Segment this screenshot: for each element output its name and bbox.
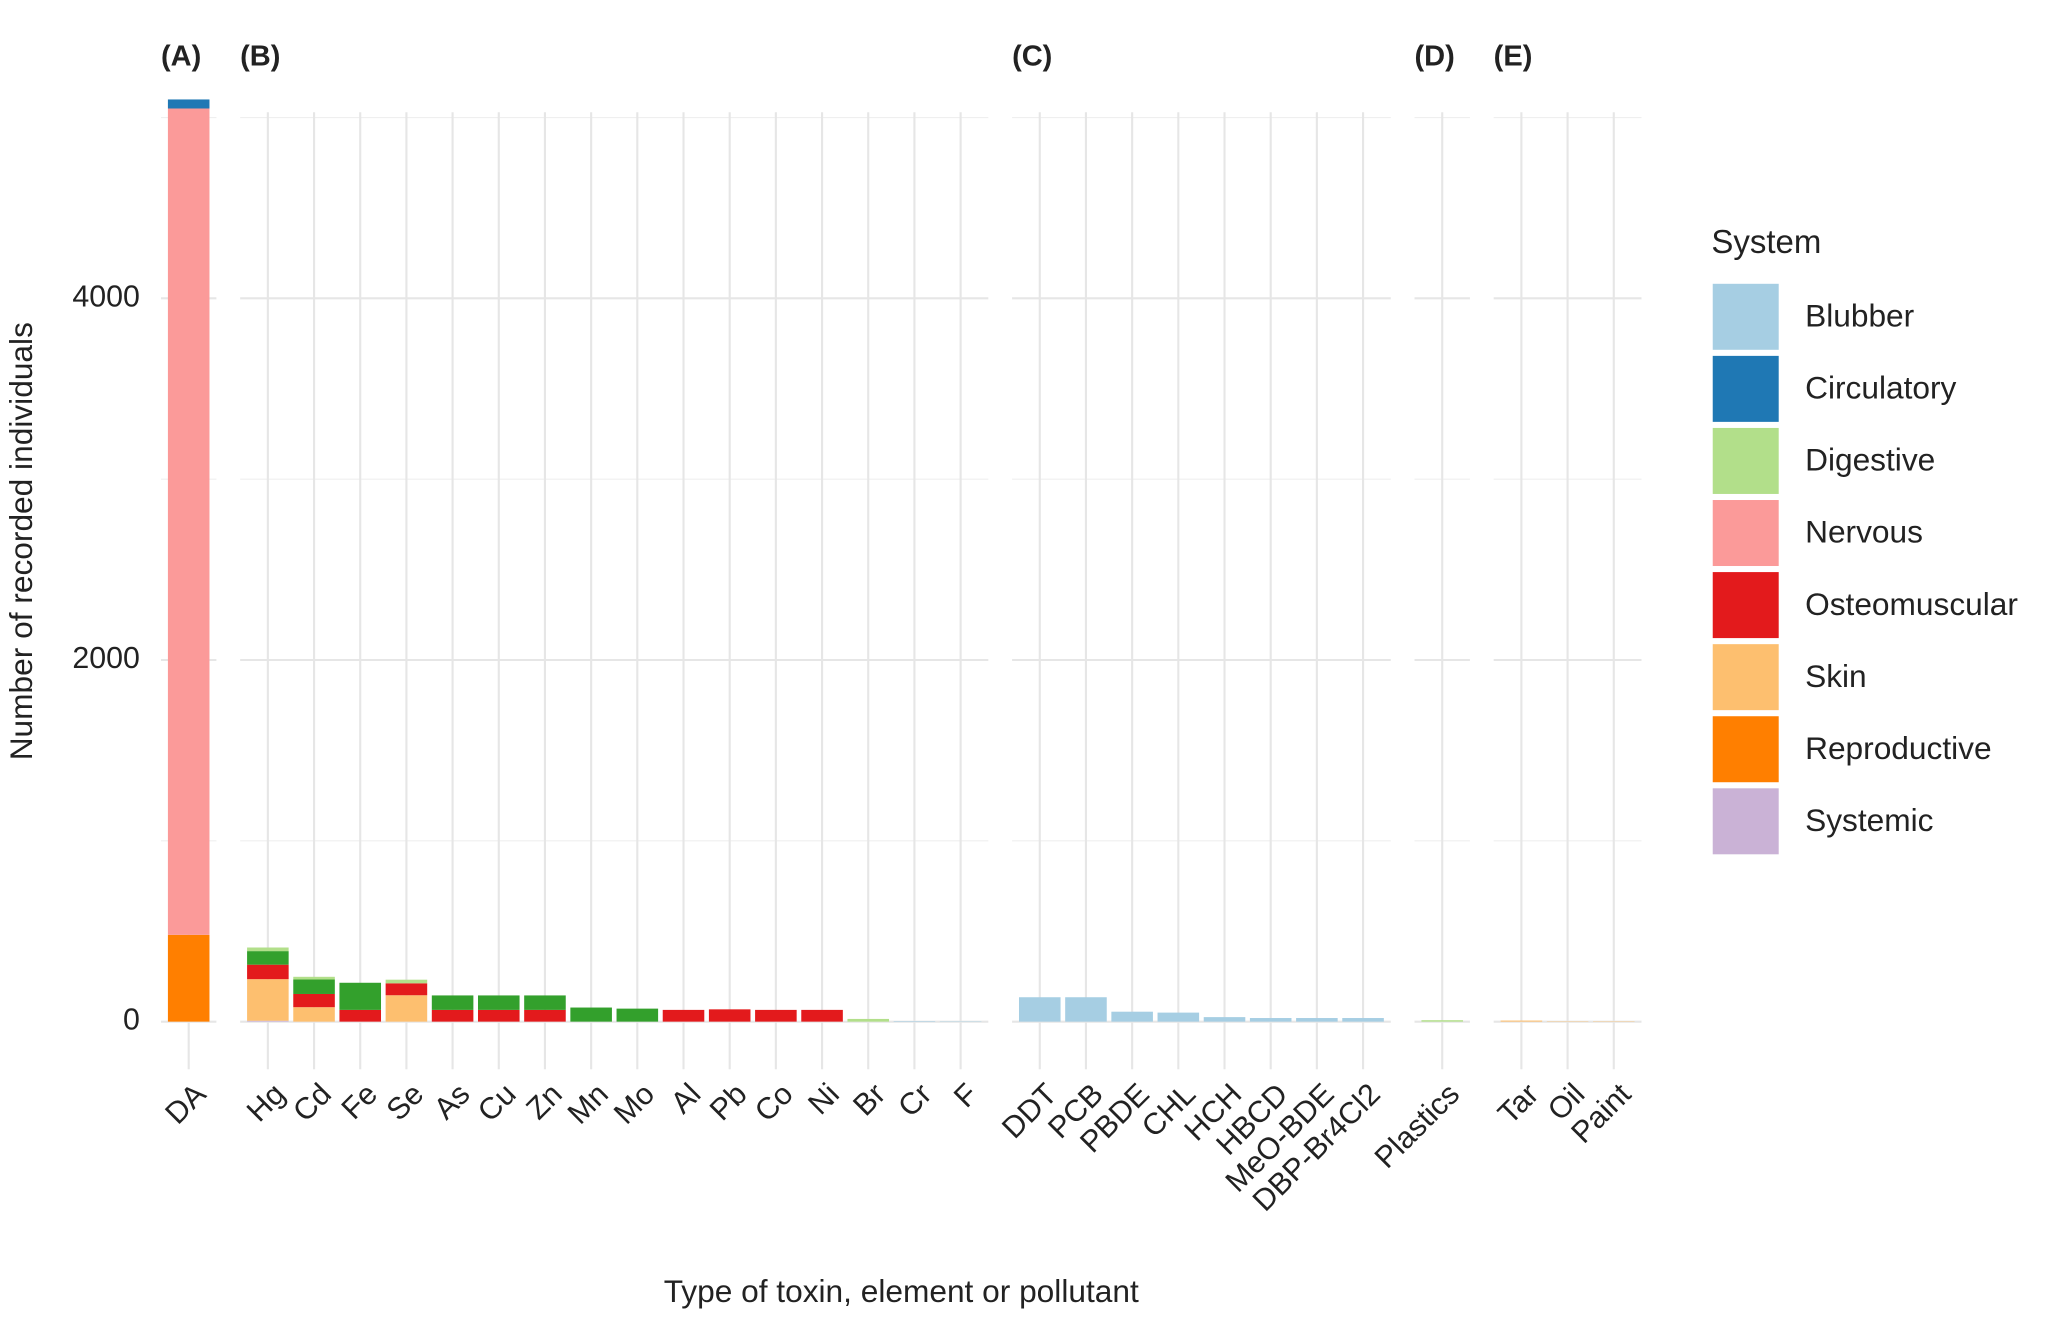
x-tick-label: Co <box>749 1078 800 1129</box>
bar-segment <box>1500 1020 1543 1022</box>
x-tick-label: Mo <box>608 1078 661 1131</box>
bar-segment <box>247 1020 289 1022</box>
bar-segment <box>293 976 335 980</box>
bar-segment <box>893 1021 936 1022</box>
bar-segment <box>755 1009 797 1022</box>
legend-swatch <box>1712 355 1779 422</box>
legend-label: Reproductive <box>1805 730 1991 766</box>
bar-segment <box>1342 1018 1384 1022</box>
panel-title: (E) <box>1494 41 1533 73</box>
bar-segment <box>1065 997 1107 1022</box>
bar-segment <box>167 934 210 1022</box>
bar-segment <box>339 982 382 1010</box>
legend-swatch <box>1712 283 1779 350</box>
bar-segment <box>247 964 289 980</box>
x-tick-label: Plastics <box>1369 1078 1466 1175</box>
legend-label: Osteomuscular <box>1805 586 2018 622</box>
x-tick-label: Tar <box>1492 1078 1545 1131</box>
bar-segment <box>570 1007 612 1022</box>
x-tick-label: Fe <box>336 1078 384 1126</box>
bar-segment <box>167 99 210 109</box>
bar-segment <box>293 1007 335 1022</box>
bar-segment <box>1249 1018 1292 1022</box>
legend-swatch <box>1712 500 1779 567</box>
bar-segment <box>1296 1018 1338 1022</box>
bar-segment <box>1018 997 1061 1022</box>
legend-label: Blubber <box>1805 297 1915 333</box>
legend-swatch <box>1712 788 1779 855</box>
legend-label: Systemic <box>1805 802 1933 838</box>
legend-label: Circulatory <box>1805 370 1956 406</box>
y-axis-label: Number of recorded individuals <box>3 322 39 760</box>
bar-segment <box>247 951 289 965</box>
x-tick-label: DA <box>159 1077 213 1131</box>
bar-segment <box>431 995 474 1010</box>
bar-segment <box>1111 1011 1153 1022</box>
x-tick-label: Cd <box>287 1078 338 1129</box>
panel-title: (C) <box>1012 41 1052 73</box>
legend-swatch <box>1712 427 1779 494</box>
x-tick-label: Hg <box>241 1078 292 1129</box>
x-tick-label: Br <box>847 1078 892 1123</box>
panel-title: (D) <box>1415 41 1455 73</box>
bar-segment <box>477 995 520 1010</box>
y-tick-label: 4000 <box>72 280 140 313</box>
bar-segment <box>293 993 335 1008</box>
legend-swatch <box>1712 572 1779 639</box>
panel-title: (A) <box>161 41 201 73</box>
bar-segment <box>385 995 428 1022</box>
x-axis-label: Type of toxin, element or pollutant <box>664 1273 1139 1309</box>
legend-swatch <box>1712 644 1779 711</box>
bar-segment <box>847 1018 890 1022</box>
bar-segment <box>524 995 566 1010</box>
bar-segment <box>385 983 428 996</box>
bar-segment <box>662 1009 705 1022</box>
bar-segment <box>524 1009 566 1022</box>
bar-segment <box>1421 1020 1464 1022</box>
bar-segment <box>293 979 335 994</box>
legend-swatch <box>1712 716 1779 783</box>
y-tick-label: 2000 <box>72 642 140 675</box>
bar-segment <box>616 1008 659 1022</box>
x-tick-label: Zn <box>520 1078 568 1126</box>
x-tick-label: Cu <box>472 1078 523 1129</box>
legend-label: Skin <box>1805 658 1867 694</box>
bar-segment <box>477 1009 520 1022</box>
legend-label: Digestive <box>1805 442 1935 478</box>
x-tick-label: Al <box>665 1078 707 1120</box>
x-tick-label: Cr <box>892 1078 938 1124</box>
bar-segment <box>431 1009 474 1022</box>
x-tick-label: Ni <box>802 1078 846 1122</box>
bar-segment <box>708 1009 751 1022</box>
x-tick-label: F <box>948 1078 984 1114</box>
bar-segment <box>339 1009 382 1022</box>
bar-segment <box>385 979 428 984</box>
panel-title: (B) <box>240 41 280 73</box>
x-tick-label: Se <box>381 1078 431 1128</box>
bar-segment <box>247 979 289 1021</box>
bar-segment <box>247 947 289 952</box>
y-tick-label: 0 <box>123 1004 140 1037</box>
legend-title: System <box>1711 223 1821 260</box>
bar-segment <box>801 1009 843 1022</box>
bar-segment <box>167 108 210 935</box>
legend-label: Nervous <box>1805 514 1923 550</box>
x-tick-label: Mn <box>562 1078 615 1131</box>
bar-segment <box>1203 1017 1246 1022</box>
x-tick-label: As <box>428 1078 476 1126</box>
x-tick-label: Pb <box>704 1078 754 1128</box>
bar-segment <box>1157 1012 1200 1022</box>
